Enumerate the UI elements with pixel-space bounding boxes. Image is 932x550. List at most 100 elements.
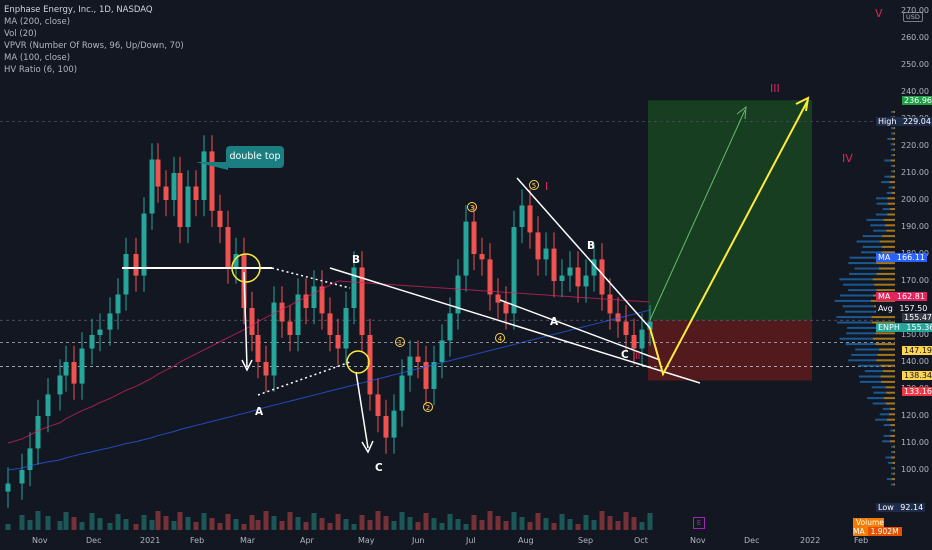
profit-zone	[648, 100, 812, 321]
wave-label-b2: B	[587, 240, 596, 252]
volume-profile-bar	[834, 299, 871, 302]
candle-body	[123, 254, 129, 295]
candle-body	[155, 159, 161, 187]
volume-bar	[551, 523, 557, 530]
candle-body	[423, 362, 429, 389]
volume-profile-bar	[847, 326, 876, 329]
candle-body	[327, 313, 333, 335]
volume-profile-bar	[875, 343, 895, 346]
y-tick-label: 200.00	[901, 195, 929, 204]
volume-bar	[63, 512, 69, 530]
volume-bar	[241, 524, 247, 530]
volume-profile-bar	[882, 245, 895, 248]
candle-body	[279, 302, 285, 322]
x-tick-label: Aug	[518, 536, 534, 545]
volume-profile-bar	[891, 451, 894, 454]
volume-profile-bar	[888, 461, 893, 464]
volume-profile-bar	[893, 132, 895, 135]
candle-body	[487, 259, 493, 295]
volume-profile-bar	[878, 267, 895, 270]
price-badge: High 229.04	[873, 116, 932, 127]
projection-green-line	[649, 109, 746, 321]
candle-body	[463, 221, 469, 276]
candle-body	[45, 394, 51, 416]
volume-profile-bar	[889, 181, 895, 184]
ma-100-line	[7, 280, 651, 444]
volume-bar	[359, 515, 365, 530]
volume-profile-bar	[873, 229, 887, 232]
projection-arrowhead	[795, 96, 810, 112]
price-badge-value: 147.19	[902, 346, 932, 355]
price-badge-value: 133.16	[902, 387, 932, 396]
drop-arrow-a	[243, 271, 248, 368]
candle-body	[495, 294, 501, 303]
candle-body	[511, 227, 517, 314]
candle-body	[615, 313, 621, 322]
wave-number: 1	[398, 339, 402, 347]
volume-profile-bar	[851, 353, 878, 356]
volume-profile-bar	[842, 305, 875, 308]
candle-body	[351, 267, 357, 308]
volume-profile-bar	[884, 175, 891, 178]
candle-body	[107, 313, 113, 330]
volume-profile-bar	[848, 359, 877, 362]
arrowhead-c	[361, 440, 374, 454]
candle-body	[19, 470, 25, 484]
volume-profile-bar	[891, 127, 894, 130]
volume-profile-bar	[845, 343, 876, 346]
volume-profile-bar	[871, 321, 895, 324]
price-badge-label: ENPH	[876, 323, 905, 332]
wave-number-circle	[529, 180, 539, 190]
volume-profile-bar	[876, 289, 895, 292]
candle-body	[447, 313, 453, 341]
volume-bar	[233, 519, 239, 530]
candle-body	[415, 356, 421, 362]
volume-profile-bar	[864, 370, 883, 373]
volume-profile-bar	[887, 202, 895, 205]
candle-body	[407, 356, 413, 376]
candle-body	[217, 210, 223, 227]
volume-bar	[599, 511, 605, 530]
y-tick-label: 250.00	[901, 60, 929, 69]
volume-bar	[327, 523, 333, 530]
volume-profile-bar	[890, 424, 895, 427]
volume-profile-bar	[862, 235, 883, 238]
volume-profile-bar	[872, 402, 887, 405]
earnings-marker[interactable]: E	[693, 517, 705, 529]
candle-body	[193, 186, 199, 200]
volume-profile-bar	[880, 375, 895, 378]
wave-number: 3	[470, 204, 474, 212]
volume-bar	[79, 522, 85, 530]
price-badge-value: 229.04	[900, 117, 932, 126]
volume-bar	[343, 519, 349, 530]
volume-profile-bar	[887, 137, 892, 140]
y-tick-label: 260.00	[901, 33, 929, 42]
volume-bar	[391, 521, 397, 530]
double-top-callout[interactable]: double top	[226, 146, 284, 168]
legend-indicator: MA (100, close)	[4, 53, 71, 63]
volume-bar	[559, 514, 565, 530]
candle-body	[471, 221, 477, 254]
wave-number-circle	[495, 333, 505, 343]
volume-profile-bar	[882, 208, 891, 211]
wave-label-c: C	[375, 462, 383, 474]
volume-profile-bar	[890, 143, 894, 146]
volume-profile-bar	[855, 348, 880, 351]
candle-body	[89, 335, 95, 349]
candle-body	[647, 321, 653, 330]
volume-profile-bar	[885, 386, 895, 389]
volume-profile-bar	[893, 451, 895, 454]
price-badge-value: 162.81	[894, 292, 927, 301]
candle-body	[201, 151, 207, 200]
legend-indicator: MA (200, close)	[4, 17, 71, 27]
wave-label-b: B	[352, 254, 361, 266]
volume-profile-bar	[891, 456, 895, 459]
legend-title: Enphase Energy, Inc., 1D, NASDAQ	[4, 5, 153, 15]
volume-profile-bar	[848, 289, 877, 292]
volume-bar	[431, 518, 437, 530]
volume-profile-bar	[891, 110, 894, 113]
volume-profile-bar	[849, 256, 877, 259]
volume-bar	[141, 515, 147, 530]
volume-profile-bar	[891, 445, 894, 448]
